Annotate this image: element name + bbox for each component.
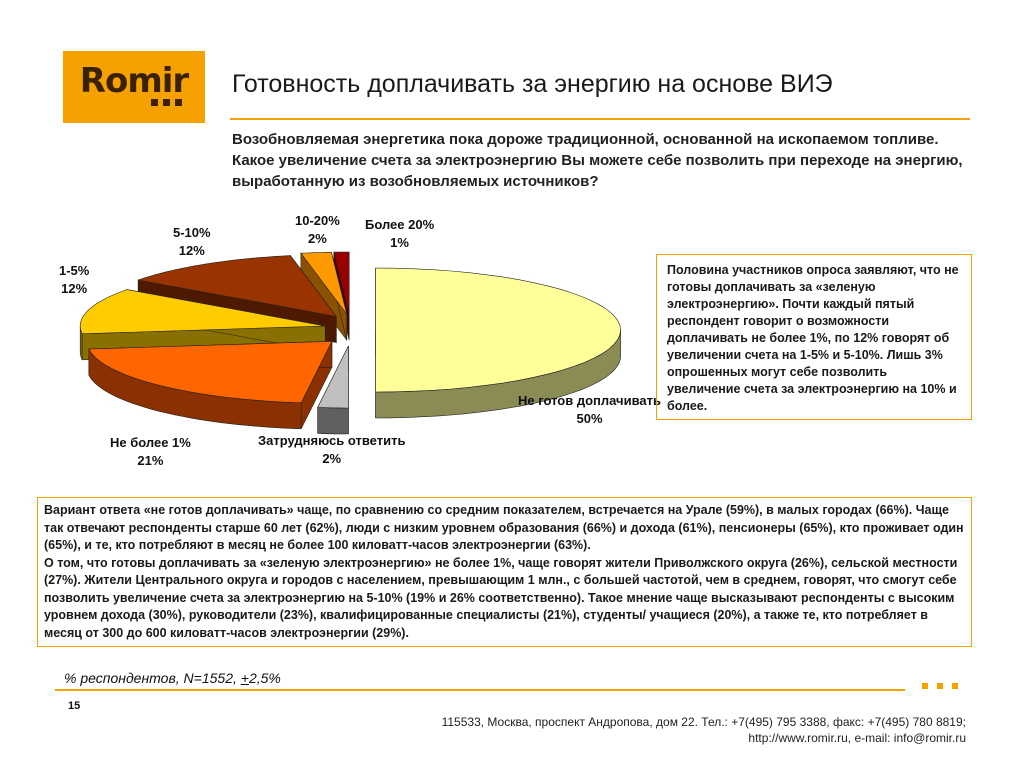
label-1-5-name: 1-5%	[59, 263, 90, 278]
label-1-5-value: 12%	[61, 281, 88, 296]
details-paragraph-1: Вариант ответа «не готов доплачивать» ча…	[44, 503, 964, 552]
details-paragraph-2: О том, что готовы доплачивать за «зелену…	[44, 555, 958, 640]
logo-dots	[151, 99, 187, 109]
footer-dots	[922, 683, 962, 691]
label-zatrudnyayus-value: 2%	[322, 451, 342, 466]
label-zatrudnyayus-name: Затрудняюсь ответить	[258, 433, 406, 448]
label-5-10: 5-10% 12%	[173, 224, 211, 260]
slice-3-top	[79, 289, 326, 335]
label-10-20-name: 10-20%	[295, 213, 340, 228]
slice-4-top	[138, 255, 337, 317]
footer-divider	[55, 689, 905, 691]
label-bolee-20: Более 20% 1%	[365, 216, 434, 252]
label-1-5: 1-5% 12%	[59, 262, 89, 298]
label-5-10-name: 5-10%	[173, 225, 211, 240]
label-ne-bolee-1-name: Не более 1%	[110, 435, 191, 450]
slice-6-top	[333, 251, 350, 315]
address-line-2: http://www.romir.ru, e-mail: info@romir.…	[748, 731, 966, 745]
footnote-plus-minus: +	[240, 670, 249, 686]
address-line-1: 115533, Москва, проспект Андропова, дом …	[441, 715, 966, 729]
logo-text: Romir	[79, 61, 189, 101]
label-bolee-20-value: 1%	[390, 235, 409, 250]
slice-1-side	[317, 407, 349, 435]
slice-1-top	[317, 345, 349, 409]
slice-0-top	[375, 267, 621, 393]
details-box: Вариант ответа «не готов доплачивать» ча…	[37, 497, 972, 647]
page-number: 15	[68, 700, 81, 712]
label-10-20: 10-20% 2%	[295, 212, 340, 248]
label-10-20-value: 2%	[308, 231, 327, 246]
company-address: 115533, Москва, проспект Андропова, дом …	[442, 714, 966, 746]
slice-5-top	[300, 251, 348, 315]
label-zatrudnyayus: Затрудняюсь ответить 2%	[258, 432, 405, 468]
survey-question: Возобновляемая энергетика пока дороже тр…	[232, 131, 963, 190]
page-title: Готовность доплачивать за энергию на осн…	[232, 70, 833, 98]
pie-chart-svg	[79, 251, 621, 435]
title-divider	[230, 118, 970, 120]
sample-footnote: % респондентов, N=1552, +2,5%	[64, 670, 281, 686]
pie-chart: Не готов доплачивать 50% Затрудняюсь отв…	[40, 200, 661, 500]
footnote-suffix: 2,5%	[248, 670, 281, 686]
slice-2-top	[88, 340, 333, 404]
summary-box: Половина участников опроса заявляют, что…	[656, 254, 972, 420]
label-bolee-20-name: Более 20%	[365, 217, 435, 232]
label-5-10-value: 12%	[178, 243, 205, 258]
label-ne-gotov: Не готов доплачивать 50%	[518, 392, 661, 428]
label-ne-bolee-1-value: 21%	[137, 453, 164, 468]
label-ne-bolee-1: Не более 1% 21%	[110, 434, 191, 470]
label-ne-gotov-name: Не готов доплачивать	[518, 393, 661, 408]
label-ne-gotov-value: 50%	[576, 411, 603, 426]
footnote-prefix: % респондентов, N=1552,	[64, 670, 241, 686]
romir-logo: Romir	[63, 51, 205, 123]
